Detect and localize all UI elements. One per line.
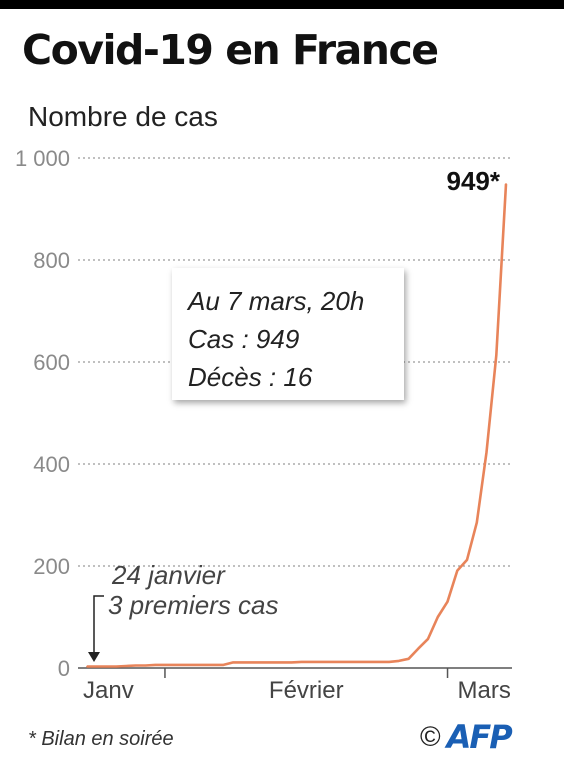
data-point <box>505 183 507 185</box>
x-axis: Janv Février Mars <box>78 667 512 704</box>
last-value-label: 949* <box>447 166 501 196</box>
data-point <box>271 661 274 664</box>
data-point <box>280 661 283 664</box>
copyright-symbol: © <box>420 721 441 752</box>
data-point <box>290 661 293 664</box>
annotation-bracket <box>93 595 104 658</box>
data-point <box>368 660 371 663</box>
data-point <box>134 664 137 667</box>
data-point <box>242 661 244 664</box>
gridlines: 0 200 400 600 800 1 000 <box>15 146 512 681</box>
data-point <box>212 664 215 666</box>
data-point <box>261 661 264 664</box>
data-point <box>86 665 88 668</box>
data-point <box>222 664 225 666</box>
chart-title: Covid-19 en France <box>22 26 439 74</box>
top-bar <box>0 0 564 9</box>
chart-subtitle: Nombre de cas <box>28 101 218 132</box>
annotation-arrow-icon <box>88 652 100 662</box>
data-point <box>125 665 127 667</box>
data-point <box>154 664 157 666</box>
info-cases: Cas : 949 <box>188 324 300 354</box>
data-point <box>232 661 235 664</box>
y-tick-label: 1 000 <box>15 146 70 171</box>
y-tick-label: 0 <box>58 656 70 681</box>
data-point <box>388 660 390 663</box>
info-deaths: Décès : 16 <box>188 362 313 392</box>
data-point <box>427 638 429 640</box>
data-point <box>203 664 205 666</box>
data-point <box>164 664 166 666</box>
data-point <box>446 600 449 603</box>
data-point <box>475 521 478 524</box>
data-point <box>319 660 322 663</box>
x-month-label: Mars <box>458 677 511 704</box>
data-point <box>485 451 488 454</box>
data-point <box>436 616 439 618</box>
data-point <box>183 664 186 666</box>
annotation-first-cases-text: 3 premiers cas <box>108 590 279 620</box>
credit: © AFP <box>420 718 513 756</box>
y-tick-label: 600 <box>33 350 70 375</box>
data-point <box>456 569 459 572</box>
y-tick-label: 800 <box>33 248 70 273</box>
data-point <box>105 665 108 668</box>
data-point <box>144 664 147 667</box>
info-date: Au 7 mars, 20h <box>188 286 365 316</box>
data-point <box>173 664 176 666</box>
data-point <box>378 660 381 663</box>
series-layer <box>86 183 508 668</box>
data-point <box>251 661 254 664</box>
y-tick-label: 400 <box>33 452 70 477</box>
data-point <box>349 660 351 663</box>
info-box: Au 7 mars, 20h Cas : 949 Décès : 16 <box>172 268 404 400</box>
data-point <box>310 660 313 663</box>
series-line <box>87 183 508 668</box>
footnote: * Bilan en soirée <box>28 728 174 750</box>
data-point <box>407 657 410 660</box>
data-point <box>466 558 468 561</box>
data-point <box>397 659 400 662</box>
data-point <box>300 660 303 663</box>
y-tick-label: 200 <box>33 554 70 579</box>
data-point <box>115 665 118 668</box>
data-point <box>417 647 420 650</box>
annotation-first-cases-date: 24 janvier <box>111 560 226 590</box>
afp-logo: AFP <box>446 718 513 756</box>
x-month-label: Janv <box>83 677 134 704</box>
data-point <box>193 664 196 666</box>
annotations: 24 janvier 3 premiers cas 949* <box>88 166 501 662</box>
data-point <box>495 354 498 357</box>
data-point <box>339 660 342 663</box>
x-month-label: Février <box>269 677 344 704</box>
data-point <box>95 665 98 668</box>
data-point <box>329 660 332 663</box>
data-point <box>358 660 361 663</box>
